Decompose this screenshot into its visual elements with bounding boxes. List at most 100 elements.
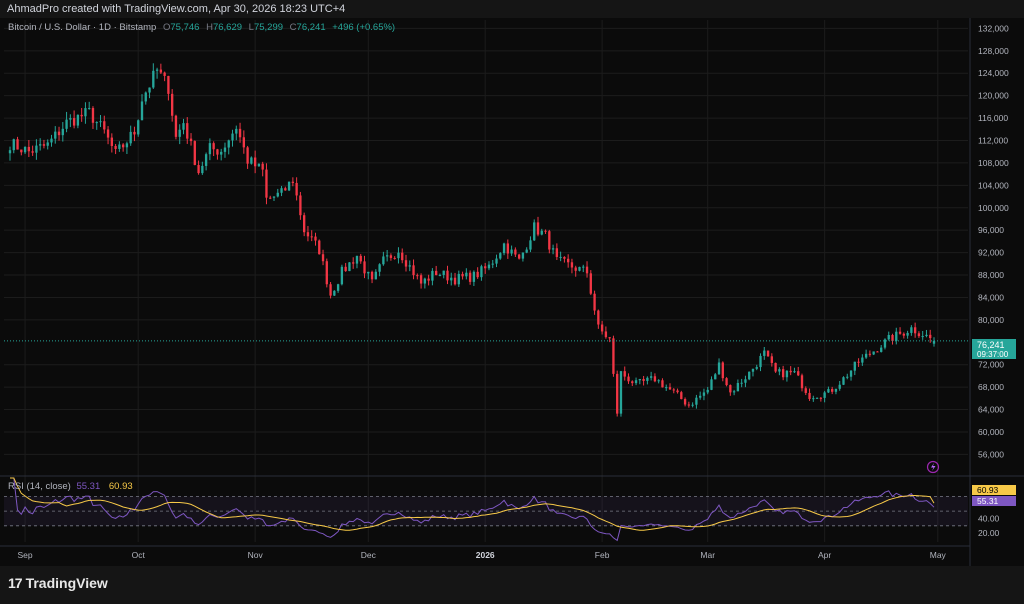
candle-body: [318, 240, 321, 255]
candle-body: [446, 270, 449, 281]
header-credit: AhmadPro created with TradingView.com, A…: [0, 0, 1024, 18]
candle-body: [921, 336, 924, 338]
candle-body: [72, 118, 76, 126]
tradingview-brand[interactable]: 17 TradingView: [8, 575, 108, 591]
close-label: C: [289, 22, 297, 33]
candle-body: [510, 249, 513, 254]
candle-body: [717, 362, 721, 375]
candle-body: [623, 371, 626, 377]
candle-body: [269, 197, 272, 199]
candle-body: [706, 389, 709, 393]
candle-body: [551, 248, 555, 250]
candle-body: [729, 385, 732, 393]
candle-body: [340, 266, 344, 285]
candle-body: [872, 351, 875, 355]
candle-body: [50, 138, 53, 143]
candle-body: [631, 381, 634, 384]
candle-body: [257, 163, 261, 167]
candle-body: [695, 397, 698, 405]
candle-body: [600, 324, 604, 332]
candle-body: [472, 271, 476, 282]
candle-body: [502, 243, 506, 254]
candle-body: [231, 133, 234, 141]
candle-body: [842, 377, 845, 385]
candle-body: [329, 284, 332, 296]
y-tick-label: 88,000: [978, 270, 1004, 280]
high-label: H: [206, 22, 213, 33]
candle-body: [91, 108, 95, 123]
candle-body: [106, 129, 110, 138]
candle-body: [559, 256, 562, 258]
rsi-label: RSI (14, close): [8, 481, 71, 492]
candle-body: [563, 256, 566, 259]
candle-body: [514, 249, 517, 255]
rsi-ma-badge: 60.93: [977, 485, 999, 495]
candle-body: [676, 390, 679, 393]
candle-body: [593, 293, 596, 311]
candle-body: [834, 388, 838, 392]
chart-canvas[interactable]: 132,000 128,000 124,000 120,000 116,000 112,0…: [0, 0, 1024, 566]
candle-body: [740, 382, 743, 384]
candle-body: [242, 137, 245, 148]
candle-body: [69, 118, 72, 120]
candle-body: [201, 165, 204, 174]
candle-body: [898, 331, 902, 334]
y-tick-label: 60,000: [978, 427, 1004, 437]
footer: [0, 566, 1024, 604]
candle-body: [804, 388, 807, 393]
candle-body: [781, 369, 785, 378]
symbol-title: Bitcoin / U.S. Dollar · 1D · Bitstamp: [8, 22, 157, 33]
candle-body: [732, 391, 736, 393]
candle-body: [336, 284, 340, 291]
candle-body: [16, 139, 19, 150]
candle-body: [99, 121, 102, 123]
candle-body: [578, 266, 581, 271]
candle-body: [755, 367, 758, 369]
candle-body: [533, 222, 536, 241]
candle-body: [359, 255, 362, 262]
y-tick-label: 104,000: [978, 180, 1009, 190]
candle-body: [427, 278, 430, 281]
candle-body: [419, 275, 423, 284]
candle-body: [480, 266, 483, 278]
candle-body: [714, 374, 717, 380]
candle-body: [370, 271, 374, 280]
candle-body: [744, 379, 747, 383]
x-tick-label: Feb: [595, 550, 610, 560]
rsi-y-tick-label: 40.00: [978, 513, 1000, 523]
x-tick-label: Oct: [132, 550, 146, 560]
candle-body: [616, 373, 619, 414]
candle-body: [570, 262, 574, 268]
price-badge-countdown: 09:37:00: [977, 350, 1009, 359]
candle-series: [8, 63, 936, 417]
candle-body: [608, 337, 611, 339]
candle-body: [8, 150, 12, 154]
candle-body: [118, 144, 121, 149]
candle-body: [291, 181, 295, 183]
rsi-badge-bg: [972, 496, 1016, 506]
candle-body: [789, 370, 792, 373]
candle-body: [672, 389, 675, 391]
candle-body: [925, 334, 928, 337]
candle-body: [125, 143, 129, 148]
flash-icon[interactable]: [926, 460, 940, 474]
candle-body: [797, 371, 800, 376]
candle-body: [638, 379, 641, 381]
candle-body: [597, 310, 600, 325]
candle-body: [204, 154, 208, 166]
y-tick-label: 80,000: [978, 315, 1004, 325]
symbol-legend: Bitcoin / U.S. Dollar · 1D · Bitstamp O7…: [8, 22, 395, 33]
candle-body: [536, 222, 540, 235]
candle-body: [710, 379, 713, 390]
candle-body: [299, 195, 302, 216]
candle-body: [468, 272, 472, 282]
rsi-pane: [4, 477, 968, 542]
candle-body: [634, 380, 638, 384]
candle-body: [819, 397, 823, 399]
y-tick-label: 128,000: [978, 46, 1009, 56]
y-tick-label: 92,000: [978, 248, 1004, 258]
y-tick-label: 116,000: [978, 113, 1008, 123]
candle-body: [521, 252, 525, 259]
rsi-badges: 60.93 55.31: [972, 485, 1016, 506]
candle-body: [314, 236, 317, 241]
